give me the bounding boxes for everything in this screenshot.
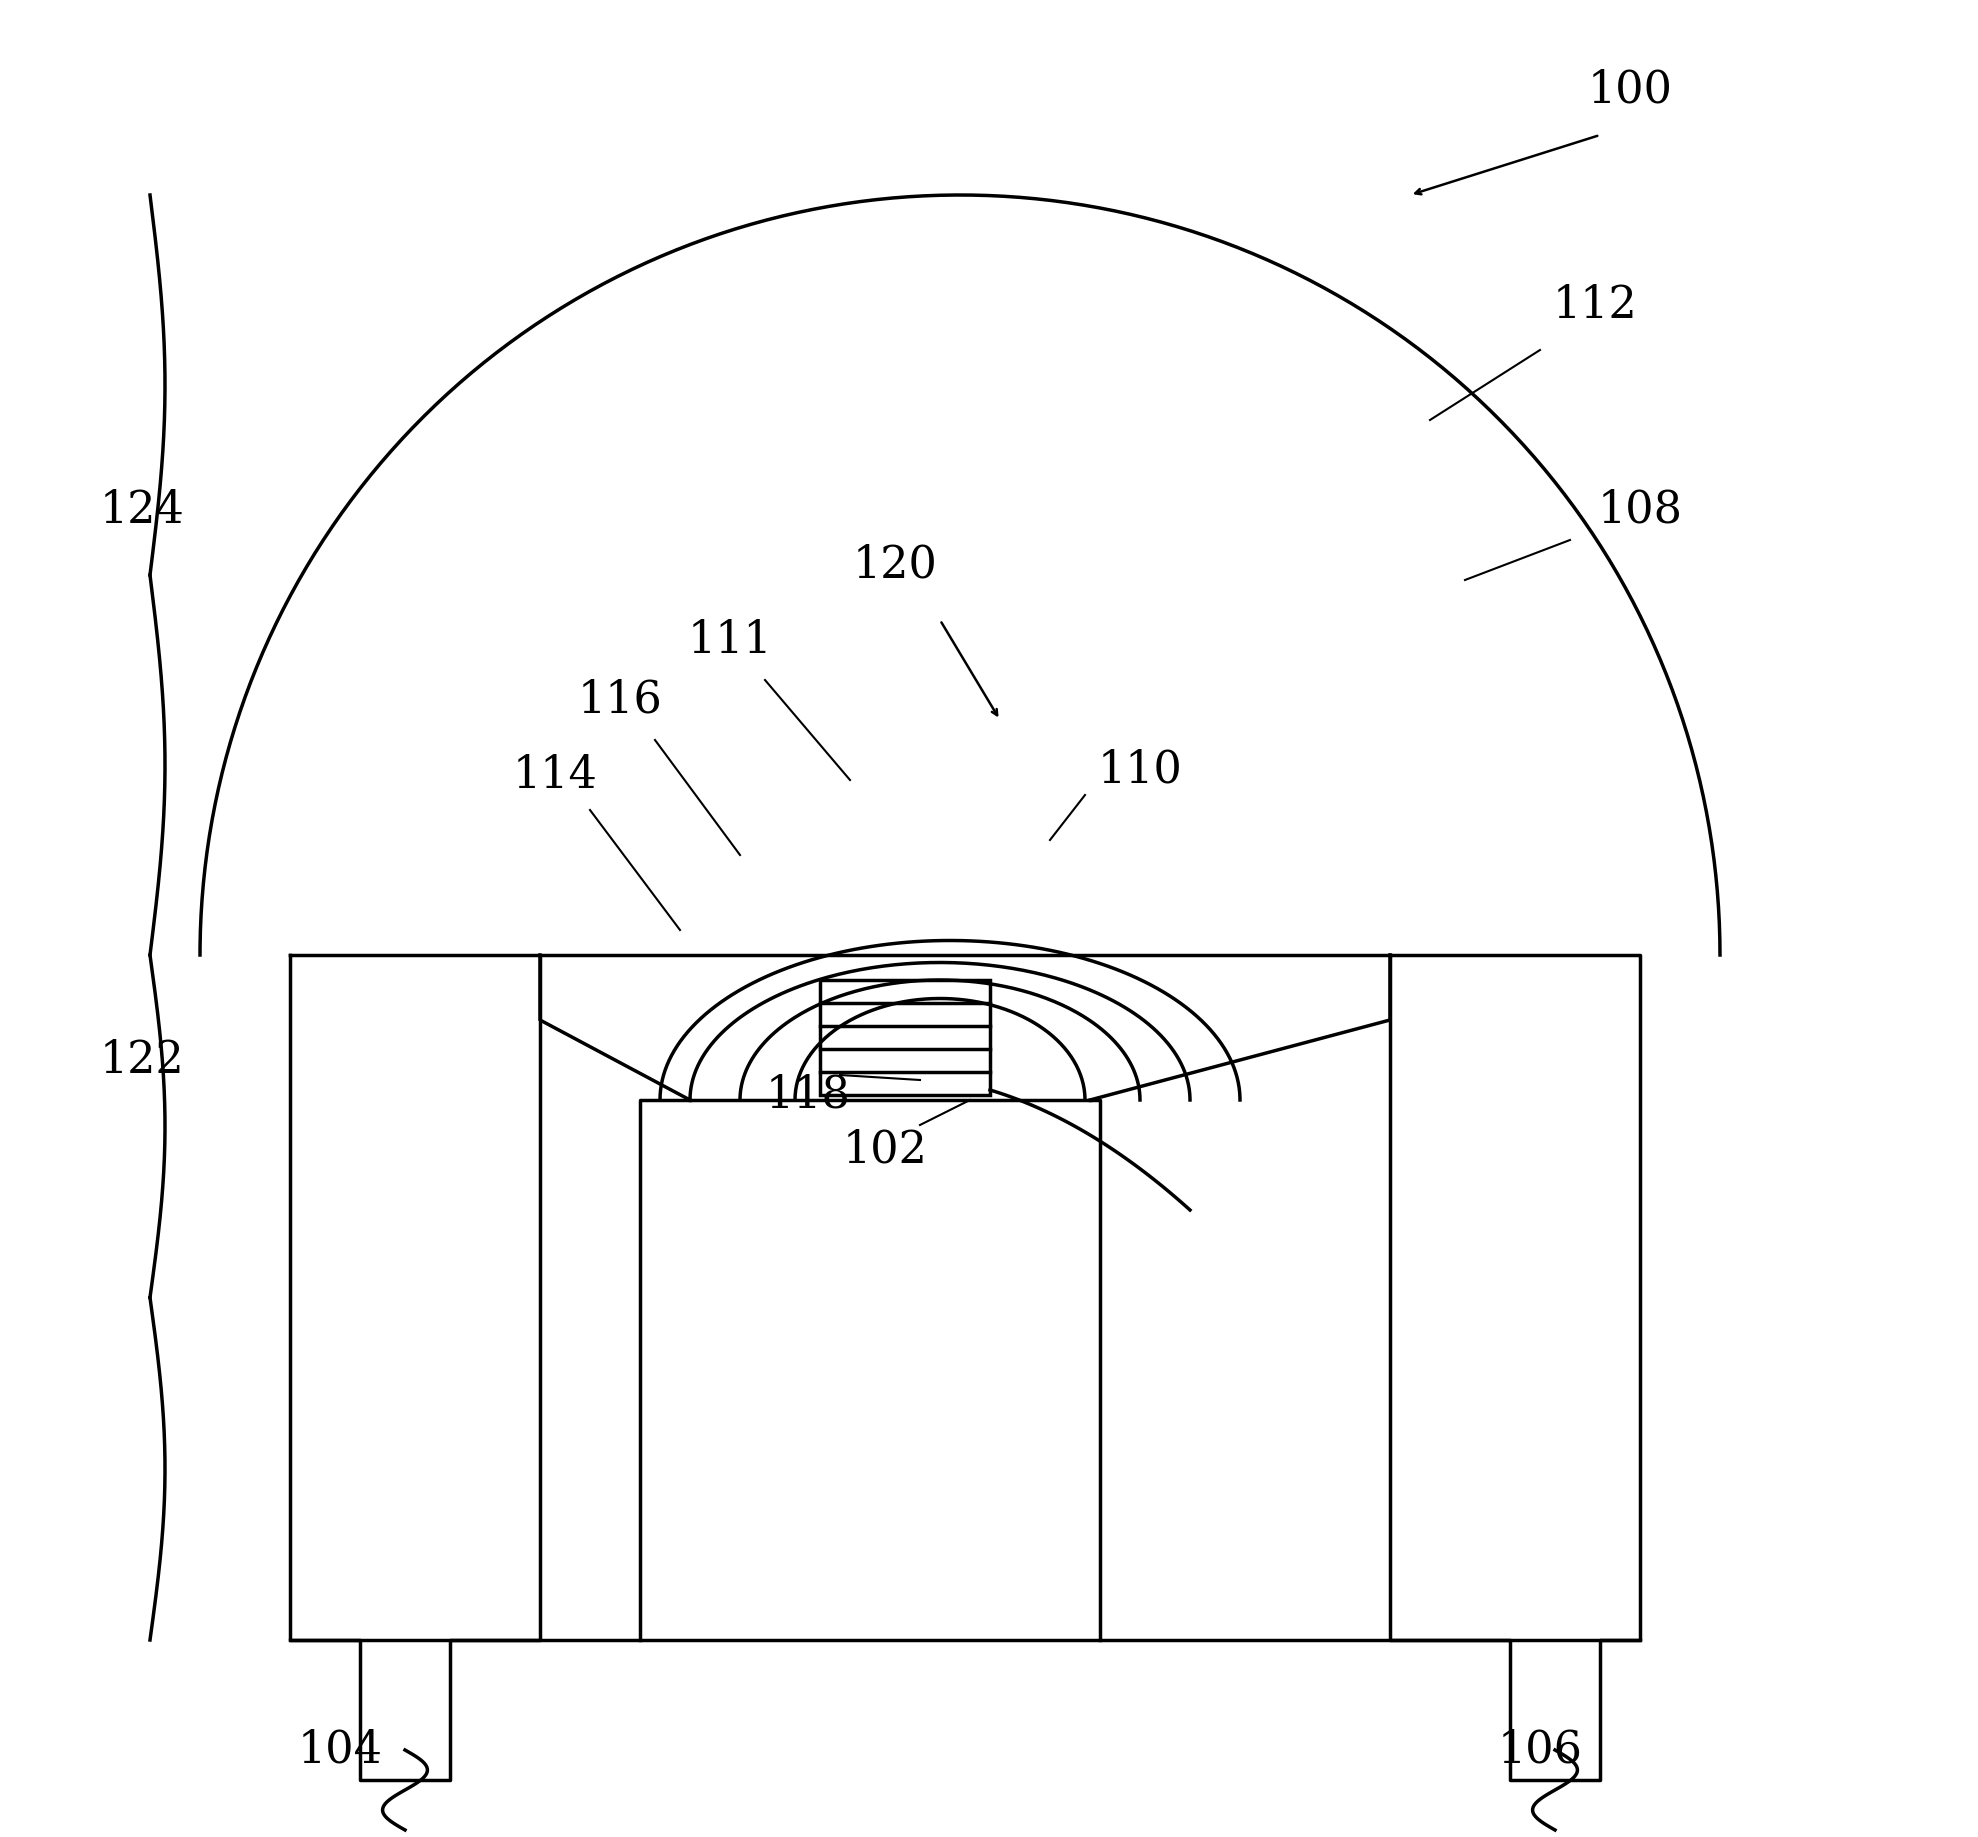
Text: 104: 104: [297, 1729, 382, 1771]
Text: 102: 102: [843, 1128, 928, 1172]
Text: 112: 112: [1553, 283, 1638, 327]
Text: 118: 118: [765, 1073, 851, 1117]
Text: 110: 110: [1098, 748, 1183, 792]
Text: 106: 106: [1497, 1729, 1582, 1771]
Text: 122: 122: [101, 1038, 184, 1082]
Text: 100: 100: [1588, 68, 1673, 112]
Text: 114: 114: [512, 753, 597, 797]
Text: 108: 108: [1598, 489, 1683, 531]
Bar: [821, 979, 991, 1095]
Text: 120: 120: [853, 544, 938, 586]
Text: 124: 124: [101, 489, 184, 531]
Text: 116: 116: [578, 678, 663, 722]
Text: 111: 111: [688, 619, 771, 661]
